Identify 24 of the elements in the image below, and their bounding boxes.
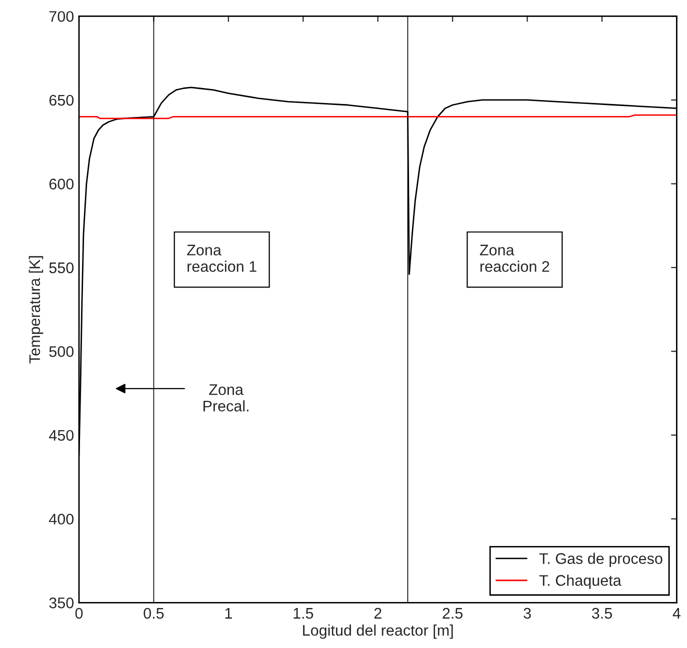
y-tick-label: 700 <box>49 11 74 22</box>
legend-label: T. Gas de proceso <box>539 552 662 568</box>
y-tick-label: 650 <box>49 94 74 106</box>
legend-label: T. Chaqueta <box>539 574 622 589</box>
x-axis-title: Logitud del reactor [m] <box>303 624 453 639</box>
x-tick-label: 1 <box>225 608 232 619</box>
x-tick-label: 2 <box>374 608 382 619</box>
y-tick-label: 450 <box>49 430 74 441</box>
annotation: Zona reaccion 1 <box>187 244 256 272</box>
y-tick-label: 500 <box>49 346 74 357</box>
annotation: Zona reaccion 2 <box>480 244 550 272</box>
x-tick-label: 0 <box>75 608 83 619</box>
x-tick-label: 0.5 <box>144 608 164 619</box>
y-tick-label: 550 <box>49 262 74 274</box>
x-tick-label: 3.5 <box>592 608 612 619</box>
x-tick-label: 4 <box>672 608 680 619</box>
y-axis-title: Temperatura [K] <box>28 256 44 364</box>
x-tick-label: 1.5 <box>294 608 314 619</box>
y-tick-label: 400 <box>49 514 74 525</box>
annotation: Zona Precal. <box>204 384 248 412</box>
y-tick-label: 600 <box>49 178 74 190</box>
x-tick-label: 2.5 <box>442 608 463 619</box>
x-tick-label: 3 <box>524 608 531 619</box>
y-tick-label: 350 <box>49 598 74 608</box>
